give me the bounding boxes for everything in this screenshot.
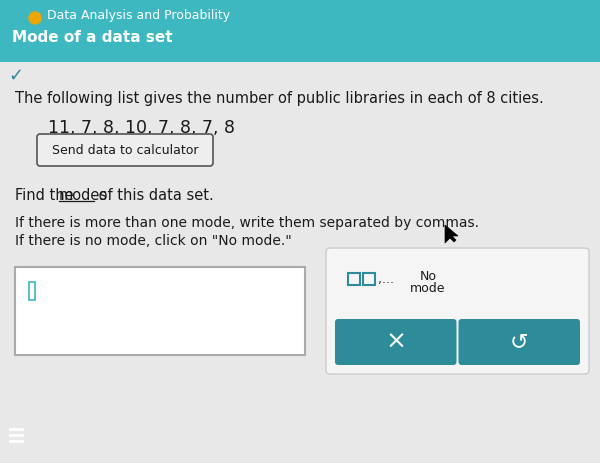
FancyBboxPatch shape [326,248,589,374]
FancyBboxPatch shape [0,0,600,62]
Text: No: No [419,269,437,282]
Polygon shape [445,225,458,243]
Text: mode: mode [410,282,446,294]
FancyBboxPatch shape [15,267,305,355]
Text: ,...: ,... [378,273,394,286]
Text: ✓: ✓ [8,67,23,85]
Text: Send data to calculator: Send data to calculator [52,144,198,156]
FancyBboxPatch shape [37,134,213,166]
Text: Data Analysis and Probability: Data Analysis and Probability [47,10,230,23]
Text: of this data set.: of this data set. [94,188,214,202]
Text: If there is more than one mode, write them separated by commas.: If there is more than one mode, write th… [15,216,479,230]
Text: 11, 7, 8, 10, 7, 8, 7, 8: 11, 7, 8, 10, 7, 8, 7, 8 [48,119,235,137]
FancyBboxPatch shape [458,319,580,365]
Text: If there is no mode, click on "No mode.": If there is no mode, click on "No mode." [15,234,292,248]
Text: Find the: Find the [15,188,78,202]
Text: ↺: ↺ [510,332,529,352]
Text: The following list gives the number of public libraries in each of 8 cities.: The following list gives the number of p… [15,90,544,106]
Text: modes: modes [59,188,108,202]
Circle shape [29,12,41,24]
Text: Mode of a data set: Mode of a data set [12,31,173,45]
FancyBboxPatch shape [335,319,457,365]
Text: ×: × [385,330,406,354]
